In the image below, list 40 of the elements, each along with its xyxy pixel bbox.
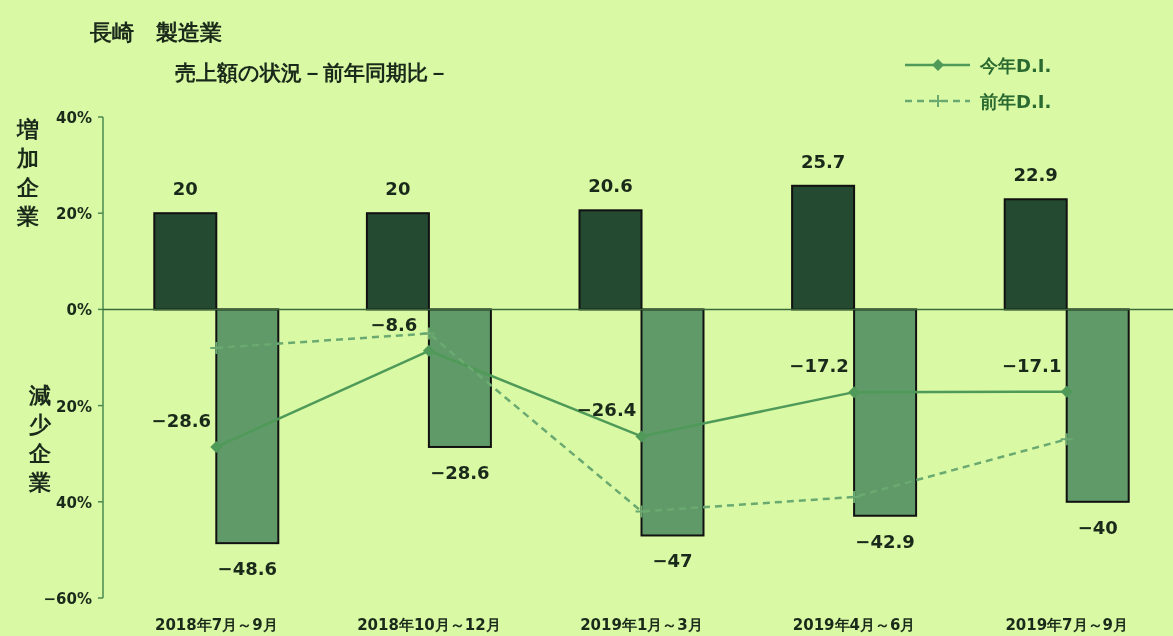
point (421, 326, 436, 341)
data-label: −8.6 (370, 313, 418, 335)
y-tick-label: −60% (43, 590, 92, 608)
data-label: −26.4 (576, 399, 637, 421)
text: 減少企業 (28, 383, 52, 495)
data-label: 20 (172, 178, 198, 200)
data-label: −28.6 (430, 461, 490, 483)
data-label: −28.6 (151, 409, 212, 431)
y-tick-label: 20% (56, 397, 92, 416)
data-label: 25.7 (800, 150, 846, 172)
y-tick-label: 40% (56, 493, 92, 512)
data-label: 20.6 (588, 175, 633, 197)
data-label: −42.9 (855, 530, 915, 552)
x-tick-label: 2019年4月～6月 (792, 616, 916, 634)
legend-label: 前年D.I. (979, 91, 1052, 112)
data-label: −47 (652, 550, 693, 572)
point (1059, 432, 1074, 447)
data-label: −17.2 (789, 355, 849, 377)
y-tick-label: 40% (56, 109, 92, 127)
point (1060, 385, 1073, 398)
data-label: 20 (385, 178, 411, 200)
x-tick-label: 2018年7月～9月 (154, 616, 278, 634)
point (635, 430, 648, 443)
point (210, 440, 223, 453)
point (847, 489, 862, 504)
x-tick-label: 2018年10月～12月 (357, 616, 501, 634)
data-label: −48.6 (217, 558, 278, 580)
y-tick-label: 20% (56, 205, 92, 224)
chart-subtitle: 売上額の状況－前年同期比－ (175, 61, 449, 85)
point (634, 504, 649, 519)
y-axis-title: 増加企業 (16, 117, 40, 229)
point (422, 344, 435, 357)
x-tick-label: 2019年7月～9月 (1005, 616, 1129, 634)
chart-title: 長崎 製造業 (89, 20, 222, 45)
y-tick-label: 0% (66, 301, 92, 320)
data-label: −40 (1077, 516, 1118, 538)
legend-label: 今年D.I. (979, 55, 1052, 76)
data-label: −17.1 (1001, 354, 1062, 376)
data-label: 22.9 (1013, 164, 1058, 186)
x-tick-label: 2019年1月～3月 (580, 616, 703, 634)
